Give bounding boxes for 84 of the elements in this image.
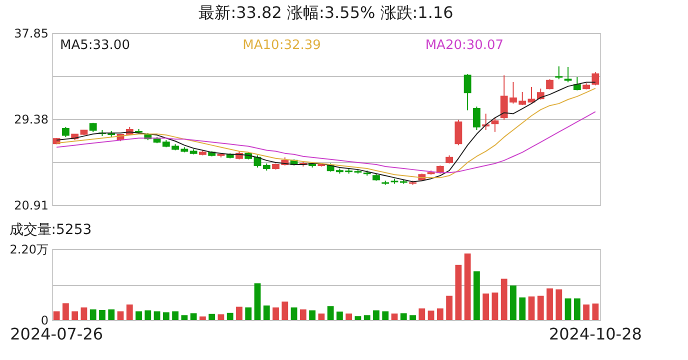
chart-title: 成交量:5253 — [9, 222, 92, 238]
bar — [382, 311, 389, 320]
bar — [245, 307, 252, 320]
candlestick — [454, 119, 462, 146]
bar — [108, 309, 115, 320]
candlestick — [482, 113, 490, 130]
bar — [318, 314, 325, 320]
bar — [236, 306, 242, 320]
chart-title: 最新:33.82 涨幅:3.55% 涨跌:1.16 — [198, 3, 454, 22]
bar — [226, 312, 234, 320]
bar — [583, 304, 590, 320]
bar — [346, 314, 352, 320]
bar — [208, 314, 216, 320]
x-tick-label: 2024-10-28 — [548, 324, 642, 344]
bar — [354, 316, 362, 320]
text: MA20:30.07 — [425, 38, 504, 53]
x-tick-label: 2024-07-26 — [10, 324, 104, 344]
bar — [309, 310, 316, 320]
candlestick — [573, 76, 581, 91]
bar — [519, 297, 526, 320]
bar — [564, 298, 572, 320]
bar — [455, 264, 462, 320]
candlestick — [62, 126, 70, 138]
bar — [136, 311, 142, 320]
y-tick-label: 20.91 — [14, 198, 48, 212]
bar — [290, 307, 298, 320]
candlestick — [555, 66, 563, 80]
text: MA10:32.39 — [242, 38, 321, 53]
bar — [537, 296, 544, 320]
bar — [500, 278, 508, 320]
bar — [90, 309, 96, 320]
bar — [200, 316, 206, 320]
bar — [218, 314, 224, 320]
bar — [474, 271, 480, 320]
bar — [99, 310, 106, 320]
y-tick-label: 29.38 — [14, 112, 48, 126]
bar — [510, 285, 516, 320]
bar — [144, 310, 152, 320]
line-series — [56, 111, 596, 174]
bar — [464, 254, 471, 320]
bar — [282, 302, 288, 320]
bar — [181, 315, 188, 320]
bar — [364, 315, 370, 320]
bar — [410, 315, 416, 320]
bar — [528, 296, 535, 320]
bar — [172, 311, 178, 320]
y-tick-label: 2.20万 — [10, 242, 48, 256]
bar — [327, 306, 334, 320]
bar — [272, 307, 279, 320]
y-tick-label: 37.85 — [14, 26, 48, 40]
bar — [546, 288, 553, 320]
candlestick — [592, 72, 600, 86]
bar — [436, 308, 444, 320]
y-tick-label: 0 — [40, 314, 48, 328]
bar — [373, 310, 380, 320]
bar — [154, 311, 160, 320]
bar — [574, 298, 580, 320]
bar — [418, 308, 426, 320]
bar — [162, 312, 170, 320]
candlestick — [464, 74, 472, 111]
bar — [300, 309, 306, 320]
bar — [556, 289, 562, 320]
bar — [336, 312, 343, 320]
candlestick — [564, 66, 572, 83]
bar — [190, 313, 197, 320]
bar — [592, 304, 599, 320]
bar — [482, 294, 490, 320]
bar — [126, 304, 133, 320]
bar — [391, 314, 398, 320]
bar — [428, 310, 434, 320]
candlestick — [491, 117, 499, 132]
text: MA5:33.00 — [60, 38, 130, 53]
bar — [263, 305, 270, 320]
bar — [80, 307, 88, 320]
bar — [400, 313, 407, 320]
bar — [62, 303, 69, 320]
bar — [446, 296, 452, 320]
bar — [492, 292, 498, 320]
candlestick — [546, 78, 554, 90]
bar — [254, 283, 261, 320]
bar — [53, 311, 60, 320]
bar — [72, 311, 78, 320]
bar — [117, 311, 124, 320]
candlestick — [473, 106, 480, 130]
